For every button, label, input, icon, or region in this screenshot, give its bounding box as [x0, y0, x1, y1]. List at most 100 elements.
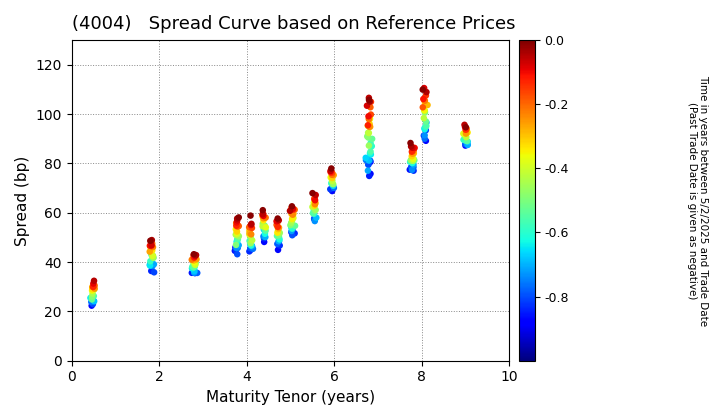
Point [272, 232, 284, 239]
Point [145, 237, 156, 244]
Point [308, 196, 320, 202]
Point [405, 140, 416, 147]
Point [231, 223, 243, 229]
Point [87, 301, 99, 307]
Point [404, 166, 415, 173]
Point [419, 125, 431, 132]
Point [147, 244, 158, 250]
Point [233, 214, 245, 221]
Point [461, 125, 472, 132]
Point [365, 98, 377, 105]
Point [286, 203, 297, 210]
Point [462, 141, 473, 148]
Point [187, 259, 199, 266]
Point [307, 210, 319, 217]
Point [406, 143, 418, 150]
Point [231, 219, 243, 226]
Point [189, 270, 200, 276]
Point [274, 242, 286, 249]
Point [365, 151, 377, 158]
Point [307, 204, 318, 210]
Point [273, 217, 284, 223]
Point [274, 229, 286, 236]
Point [257, 211, 269, 218]
Point [325, 186, 336, 193]
Point [272, 227, 284, 234]
Point [189, 269, 200, 276]
Point [145, 239, 157, 245]
Point [406, 165, 418, 172]
Point [148, 269, 160, 276]
Point [461, 134, 472, 140]
Point [310, 200, 321, 206]
Point [257, 210, 269, 217]
Point [419, 126, 431, 133]
Point [310, 214, 322, 221]
Point [246, 222, 257, 228]
Point [420, 123, 431, 130]
Point [231, 228, 243, 235]
Point [363, 116, 374, 123]
Point [328, 181, 339, 188]
Point [287, 232, 298, 239]
Point [284, 207, 296, 214]
Point [364, 115, 375, 122]
Point [364, 116, 376, 123]
Point [286, 219, 297, 226]
Point [232, 251, 243, 257]
Point [258, 226, 270, 232]
Point [287, 211, 299, 218]
Point [246, 242, 257, 249]
Point [461, 140, 472, 147]
Point [244, 230, 256, 236]
Point [192, 270, 203, 276]
Point [231, 217, 243, 224]
Point [230, 247, 242, 254]
Point [363, 134, 374, 141]
Point [360, 155, 372, 161]
Point [271, 229, 283, 236]
Point [259, 231, 271, 237]
Point [287, 205, 299, 212]
Point [459, 137, 471, 144]
Point [409, 144, 420, 151]
Point [362, 167, 374, 174]
Point [258, 213, 269, 219]
Point [258, 234, 270, 240]
Point [144, 242, 156, 249]
Point [364, 122, 375, 129]
Point [147, 252, 158, 259]
Point [326, 177, 338, 184]
Point [406, 148, 418, 155]
Point [260, 234, 271, 240]
Point [419, 109, 431, 116]
Point [365, 171, 377, 177]
Point [272, 224, 284, 231]
Point [86, 295, 98, 302]
Point [87, 284, 99, 290]
Point [146, 240, 158, 247]
Point [406, 153, 418, 160]
Point [289, 230, 300, 237]
Point [273, 224, 284, 231]
Point [148, 261, 160, 268]
Point [407, 160, 418, 166]
Point [461, 130, 472, 136]
Point [230, 241, 242, 248]
Point [364, 98, 376, 105]
Point [361, 133, 373, 140]
Point [363, 161, 374, 168]
Point [362, 123, 374, 129]
Point [230, 231, 241, 238]
Point [328, 185, 340, 192]
Point [86, 302, 97, 309]
Point [405, 157, 417, 163]
Point [245, 222, 256, 228]
Point [145, 244, 156, 250]
Point [89, 282, 100, 289]
Point [418, 97, 430, 104]
Point [420, 118, 432, 125]
Point [462, 138, 474, 145]
Point [245, 238, 256, 245]
Point [406, 155, 418, 162]
